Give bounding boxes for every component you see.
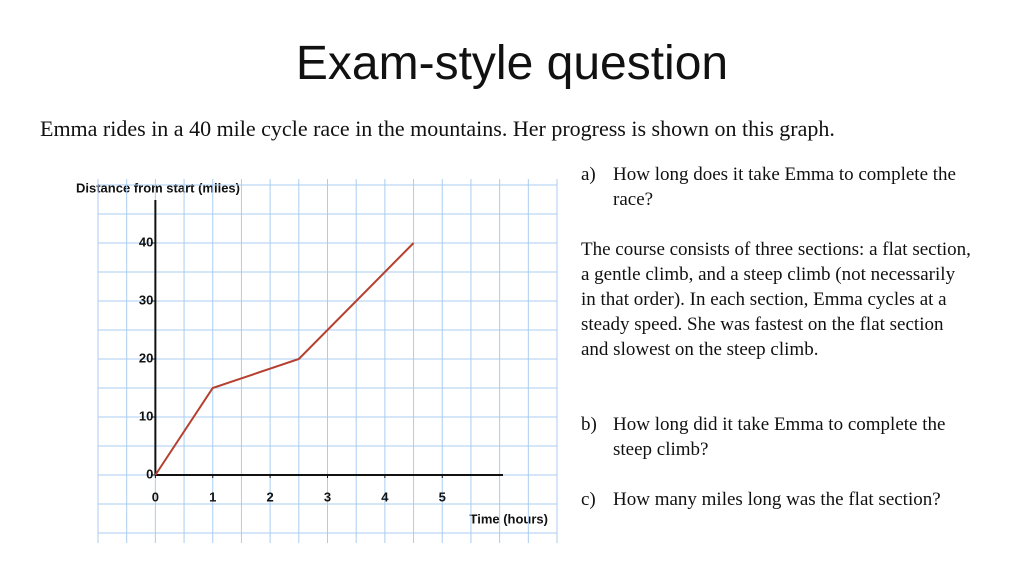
x-tick-label: 0 <box>152 489 159 504</box>
y-tick-label: 0 <box>146 466 153 481</box>
y-tick-label: 20 <box>139 350 153 365</box>
y-tick-label: 30 <box>139 292 153 307</box>
question-text: How long did it take Emma to complete th… <box>613 414 946 460</box>
slide-title: Exam-style question <box>295 37 729 90</box>
paragraph-text: The course consists of three sections: a… <box>581 239 971 360</box>
question: a) How long does it take Emma to complet… <box>581 162 963 212</box>
question-label: a) <box>581 164 596 185</box>
question: c) How many miles long was the flat sect… <box>581 487 963 512</box>
x-axis-label: Time (hours) <box>470 511 549 526</box>
x-tick-label: 3 <box>324 489 331 504</box>
question: b) How long did it take Emma to complete… <box>581 412 963 462</box>
question-label: b) <box>581 414 597 435</box>
question-label: c) <box>581 489 596 510</box>
y-tick-label: 40 <box>139 234 153 249</box>
x-tick-label: 1 <box>209 489 216 504</box>
x-tick-label: 5 <box>439 489 446 504</box>
paragraph: The course consists of three sections: a… <box>581 237 971 362</box>
intro-text: Emma rides in a 40 mile cycle race in th… <box>40 116 835 141</box>
x-tick-label: 4 <box>381 489 389 504</box>
question-text: How long does it take Emma to complete t… <box>613 164 956 210</box>
y-axis-label: Distance from start (miles) <box>76 180 240 195</box>
question-text: How many miles long was the flat section… <box>613 489 941 510</box>
data-line <box>154 242 415 476</box>
y-tick-label: 10 <box>139 408 153 423</box>
x-tick-label: 2 <box>267 489 274 504</box>
